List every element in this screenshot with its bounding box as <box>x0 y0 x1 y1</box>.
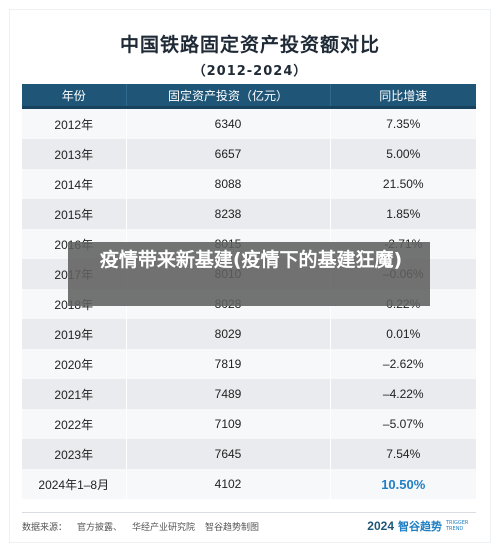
cell-year: 2020年 <box>22 349 127 379</box>
cell-growth: 5.00% <box>330 139 476 169</box>
cell-growth: 7.35% <box>330 107 476 139</box>
cell-year: 2012年 <box>22 107 127 139</box>
data-source: 数据来源： 官方披露、 华经产业研究院 智谷趋势制图 <box>22 520 269 533</box>
brand-year: 2024 <box>367 519 394 533</box>
cell-year: 2024年1–8月 <box>22 469 127 499</box>
cell-investment: 7645 <box>126 439 331 469</box>
cell-year: 2015年 <box>22 199 127 229</box>
table-row: 2024年1–8月 4102 10.50% <box>22 469 476 499</box>
page-subtitle: （2012-2024） <box>192 64 308 79</box>
cell-investment: 8238 <box>126 199 331 229</box>
table-row: 2020年 7819 –2.62% <box>22 349 476 379</box>
cell-year: 2023年 <box>22 439 127 469</box>
page-title: 中国铁路固定资产投资额对比 <box>119 34 380 56</box>
table-row: 2022年 7109 –5.07% <box>22 409 476 439</box>
source-label: 数据来源： <box>22 523 68 533</box>
column-header-growth: 同比增速 <box>330 84 476 109</box>
cell-growth-highlight: 10.50% <box>330 469 476 499</box>
table-row: 2019年 8029 0.01% <box>22 319 476 349</box>
cell-growth: 0.01% <box>330 319 476 349</box>
cell-investment: 7819 <box>126 349 331 379</box>
cell-growth: 1.85% <box>330 199 476 229</box>
cell-year: 2021年 <box>22 379 127 409</box>
cell-year: 2013年 <box>22 139 127 169</box>
table-row: 2014年 8088 21.50% <box>22 169 476 199</box>
brand-logo: 2024 智谷趋势 TRIGGER TREND <box>367 516 476 536</box>
column-header-year: 年份 <box>22 84 127 109</box>
cell-growth: –5.07% <box>330 409 476 439</box>
cell-investment: 8029 <box>126 319 331 349</box>
footer-divider <box>22 512 476 513</box>
table-row: 2015年 8238 1.85% <box>22 199 476 229</box>
cell-investment: 6657 <box>126 139 331 169</box>
cell-investment: 8088 <box>126 169 331 199</box>
cell-year: 2022年 <box>22 409 127 439</box>
cell-investment: 7489 <box>126 379 331 409</box>
cell-year: 2014年 <box>22 169 127 199</box>
cell-year: 2019年 <box>22 319 127 349</box>
source-item: 智谷趋势制图 <box>205 523 260 533</box>
caption-overlay-text: 疫情带来新基建(疫情下的基建狂魔) <box>99 249 403 271</box>
table-row: 2021年 7489 –4.22% <box>22 379 476 409</box>
cell-growth: 7.54% <box>330 439 476 469</box>
cell-investment: 4102 <box>126 469 331 499</box>
column-header-investment: 固定资产投资（亿元） <box>126 84 331 109</box>
brand-name: 智谷趋势 <box>398 520 442 533</box>
table-row: 2023年 7645 7.54% <box>22 439 476 469</box>
source-item: 华经产业研究院 <box>132 523 196 533</box>
source-item: 官方披露、 <box>77 523 123 533</box>
brand-english: TRIGGER TREND <box>446 520 469 532</box>
cell-growth: 21.50% <box>330 169 476 199</box>
cell-growth: –2.62% <box>330 349 476 379</box>
caption-overlay-bg <box>68 242 430 306</box>
table-row: 2013年 6657 5.00% <box>22 139 476 169</box>
cell-growth: –4.22% <box>330 379 476 409</box>
cell-investment: 7109 <box>126 409 331 439</box>
cell-investment: 6340 <box>126 107 331 139</box>
table-header-row: 年份 固定资产投资（亿元） 同比增速 <box>22 84 476 109</box>
table-row: 2012年 6340 7.35% <box>22 107 476 139</box>
